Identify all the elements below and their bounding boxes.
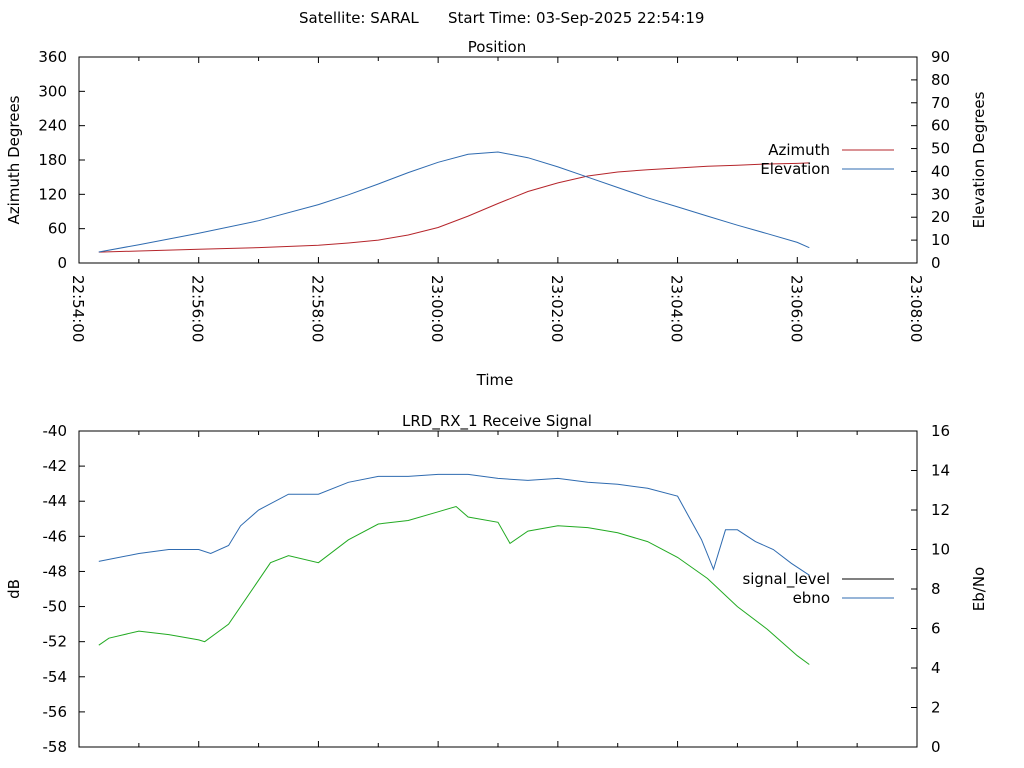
x-tick-label: 23:08:00 bbox=[907, 275, 925, 342]
y2-tick-label: 8 bbox=[931, 580, 941, 598]
y-tick-label: -42 bbox=[43, 457, 68, 475]
x-tick-label: 22:54:00 bbox=[69, 275, 87, 342]
y-tick-label: 240 bbox=[38, 117, 67, 135]
series-line-1 bbox=[98, 473, 810, 576]
y-tick-label: -44 bbox=[43, 492, 68, 510]
satellite-label: Satellite: SARAL bbox=[299, 9, 419, 27]
y-tick-label: -50 bbox=[43, 598, 68, 616]
y2-tick-label: 2 bbox=[931, 699, 941, 717]
position-chart-title: Position bbox=[468, 38, 526, 56]
x-tick-label: 23:02:00 bbox=[548, 275, 566, 342]
y-tick-label: -40 bbox=[43, 422, 68, 440]
y2-tick-label: 6 bbox=[931, 620, 941, 638]
y-tick-label: 180 bbox=[38, 151, 67, 169]
y2-tick-label: 12 bbox=[931, 501, 950, 519]
receive-signal-chart: LRD_RX_1 Receive Signal dB Eb/No -58 -56 -… bbox=[5, 412, 988, 756]
y2-tick-label: 80 bbox=[931, 71, 950, 89]
start-time-label: Start Time: 03-Sep-2025 22:54:19 bbox=[448, 9, 704, 27]
y2-tick-label: 16 bbox=[931, 422, 950, 440]
x-tick-label: 22:58:00 bbox=[308, 275, 326, 342]
y2-tick-label: 40 bbox=[931, 162, 950, 180]
elevation-axis-label: Elevation Degrees bbox=[970, 91, 988, 228]
y2-tick-label: 14 bbox=[931, 462, 950, 480]
y2-tick-label: 4 bbox=[931, 659, 941, 677]
x-tick-label: 23:06:00 bbox=[787, 275, 805, 342]
receive-signal-chart-title: LRD_RX_1 Receive Signal bbox=[402, 412, 592, 431]
y2-tick-label: 0 bbox=[931, 738, 941, 756]
x-tick-label: 23:00:00 bbox=[428, 275, 446, 342]
y2-tick-label: 20 bbox=[931, 208, 950, 226]
y-tick-label: -46 bbox=[43, 527, 68, 545]
series-line-0 bbox=[98, 162, 810, 253]
db-axis-label: dB bbox=[5, 579, 23, 599]
legend-label: Elevation bbox=[760, 160, 830, 178]
time-axis-label: Time bbox=[476, 371, 514, 389]
ebno-axis-label: Eb/No bbox=[970, 567, 988, 611]
y2-tick-label: 60 bbox=[931, 117, 950, 135]
y-tick-label: -56 bbox=[43, 703, 68, 721]
y2-tick-label: 30 bbox=[931, 185, 950, 203]
y-tick-label: 60 bbox=[48, 220, 67, 238]
y-tick-label: -48 bbox=[43, 562, 68, 580]
y2-tick-label: 10 bbox=[931, 231, 950, 249]
position-chart: Position Azimuth Degrees Elevation Degre… bbox=[5, 38, 988, 389]
y-tick-label: 360 bbox=[38, 48, 67, 66]
x-tick-label: 23:04:00 bbox=[668, 275, 686, 342]
y2-tick-label: 70 bbox=[931, 94, 950, 112]
y-tick-label: 120 bbox=[38, 185, 67, 203]
y2-tick-label: 50 bbox=[931, 140, 950, 158]
y-tick-label: -58 bbox=[43, 738, 68, 756]
legend-label: Azimuth bbox=[768, 141, 830, 159]
legend-label: signal_level bbox=[742, 570, 830, 589]
x-tick-label: 22:56:00 bbox=[189, 275, 207, 342]
series-line-2 bbox=[98, 505, 810, 665]
y-tick-label: -54 bbox=[43, 668, 68, 686]
y2-tick-label: 10 bbox=[931, 541, 950, 559]
azimuth-axis-label: Azimuth Degrees bbox=[5, 95, 23, 224]
series-line-1 bbox=[98, 151, 810, 253]
y-tick-label: -52 bbox=[43, 633, 68, 651]
y-tick-label: 300 bbox=[38, 82, 67, 100]
legend-label: ebno bbox=[793, 589, 830, 607]
y2-tick-label: 90 bbox=[931, 48, 950, 66]
y2-tick-label: 0 bbox=[931, 254, 941, 272]
y-tick-label: 0 bbox=[57, 254, 67, 272]
